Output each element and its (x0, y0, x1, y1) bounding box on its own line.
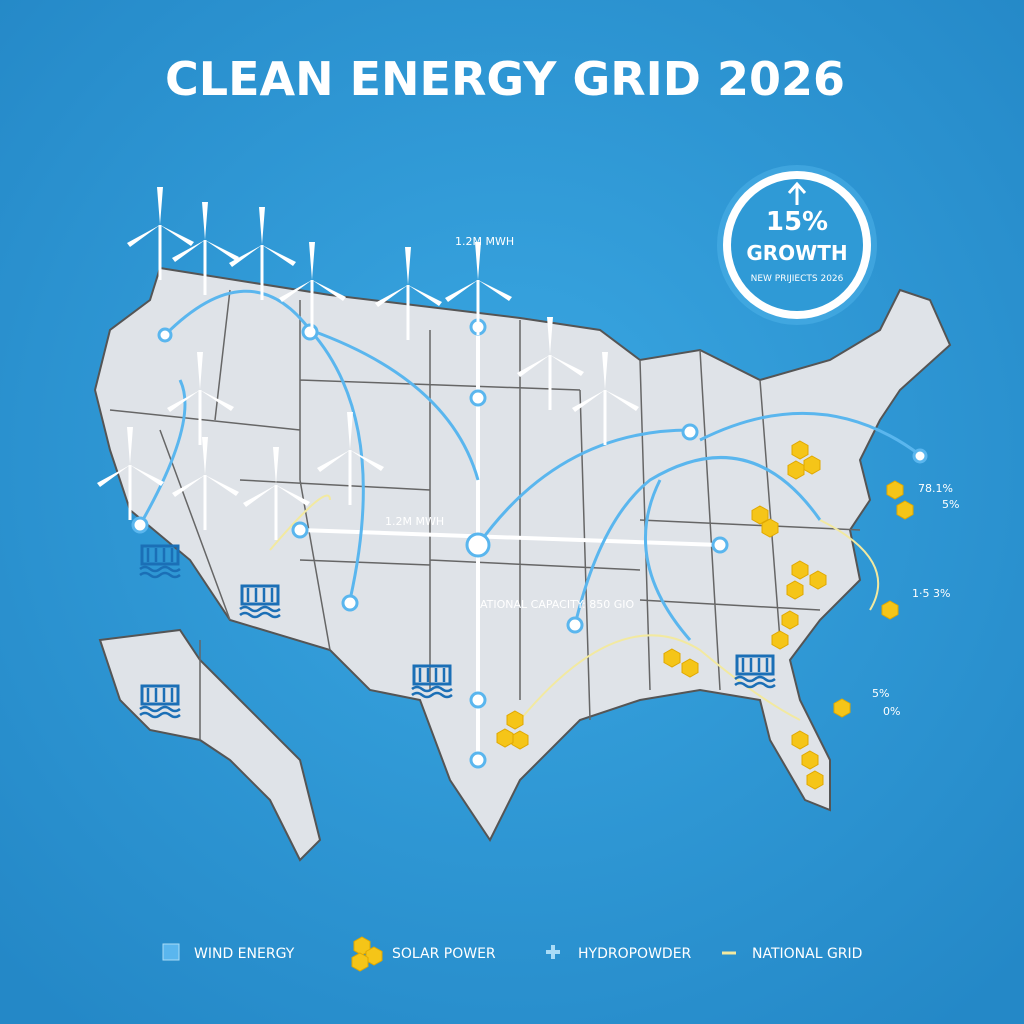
capacity-label: ATIONAL CAPACITY: 850 GIO (480, 598, 635, 611)
legend-label: HYDROPOWDER (578, 946, 692, 962)
legend-label: WIND ENERGY (194, 946, 295, 962)
growth-badge: 15% GROWTH NEW PRIJIECTS 2026 (717, 165, 877, 325)
flow-label: 1.2M MWH (455, 235, 514, 248)
legend: WIND ENERGY SOLAR POWER HYDROPOWDER NATI… (162, 936, 862, 972)
coast-label: 78.1% (918, 482, 953, 495)
legend-label: SOLAR POWER (392, 946, 496, 962)
growth-value: 15% (766, 207, 828, 237)
flow-label: 1.2M MWH (385, 515, 444, 528)
coast-label: 5% (872, 687, 889, 700)
coast-label: 5% (942, 498, 959, 511)
coast-label: 0% (883, 705, 900, 718)
growth-label: GROWTH (746, 241, 847, 265)
growth-caption: NEW PRIJIECTS 2026 (751, 274, 844, 284)
title: CLEAN ENERGY GRID 2026 (165, 52, 845, 106)
coast-label: 1·5 3% (912, 587, 950, 600)
legend-label: NATIONAL GRID (752, 946, 862, 962)
